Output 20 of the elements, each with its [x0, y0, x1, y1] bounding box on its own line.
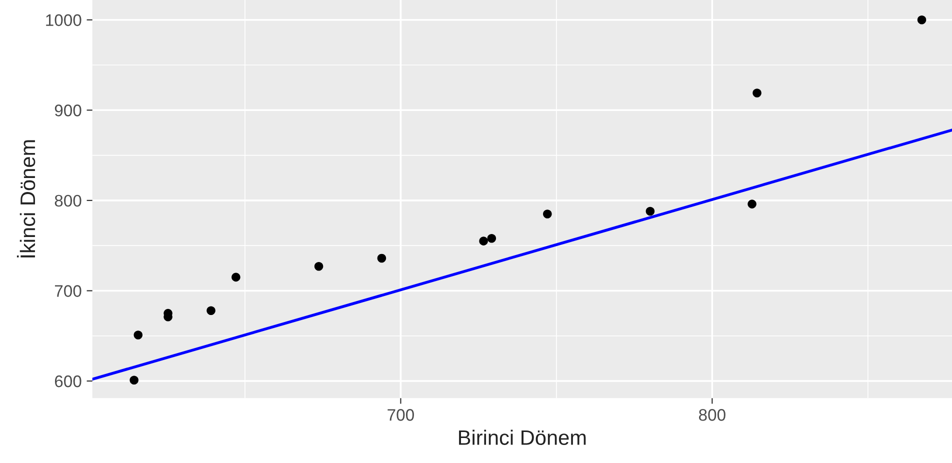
point	[543, 210, 552, 218]
point	[232, 272, 240, 282]
point	[130, 376, 138, 385]
point	[917, 15, 926, 24]
y-axis-title: İkinci Dönem	[16, 140, 36, 258]
point	[646, 206, 655, 216]
x-axis-title: Birinci Dönem	[459, 430, 586, 445]
point	[748, 200, 756, 208]
point	[752, 88, 762, 98]
point	[487, 234, 496, 243]
point	[206, 306, 216, 315]
point	[134, 330, 143, 340]
y-tick-label: 900	[54, 104, 82, 116]
y-tick-label: 600	[54, 375, 82, 388]
point	[377, 254, 386, 263]
y-tick-label: 700	[54, 285, 82, 297]
y-tick-label: 800	[54, 194, 82, 207]
point	[314, 262, 324, 271]
y-tick-label: 1000	[46, 14, 82, 26]
point	[479, 236, 488, 246]
